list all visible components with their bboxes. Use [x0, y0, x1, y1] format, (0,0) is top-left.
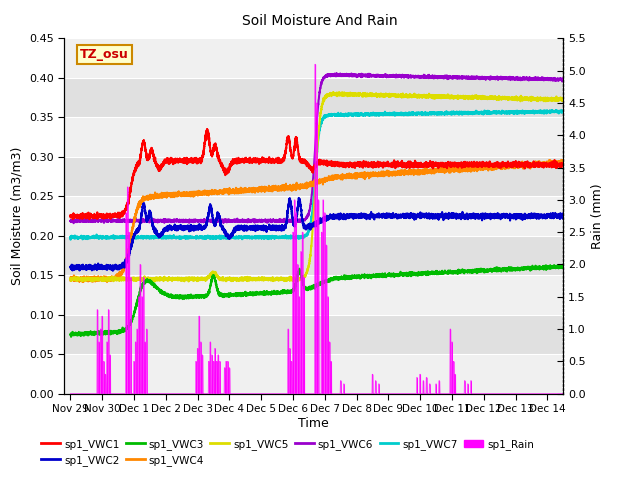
- sp1_VWC6: [435, 74, 442, 80]
- sp1_VWC1: [435, 165, 442, 171]
- Legend: sp1_VWC1, sp1_VWC2, sp1_VWC3, sp1_VWC4, sp1_VWC5, sp1_VWC6, sp1_VWC7, sp1_Rain: sp1_VWC1, sp1_VWC2, sp1_VWC3, sp1_VWC4, …: [37, 434, 538, 470]
- sp1_VWC5: [559, 96, 567, 102]
- sp1_VWC3: [472, 268, 479, 274]
- sp1_VWC2: [67, 264, 74, 269]
- sp1_VWC5: [387, 93, 395, 99]
- sp1_VWC4: [67, 277, 74, 283]
- sp1_VWC1: [559, 161, 567, 167]
- sp1_VWC2: [559, 213, 567, 219]
- Text: TZ_osu: TZ_osu: [80, 48, 129, 61]
- sp1_VWC2: [255, 224, 262, 230]
- sp1_VWC4: [559, 159, 567, 165]
- sp1_VWC6: [387, 72, 395, 78]
- sp1_VWC4: [255, 185, 262, 191]
- Bar: [64, 315, 563, 354]
- sp1_VWC7: [67, 237, 74, 242]
- sp1_VWC3: [255, 290, 262, 296]
- Line: sp1_VWC2: sp1_VWC2: [70, 198, 563, 271]
- sp1_VWC1: [387, 161, 395, 167]
- sp1_VWC6: [70, 220, 77, 226]
- sp1_VWC3: [435, 270, 442, 276]
- sp1_VWC2: [295, 195, 303, 201]
- Line: sp1_VWC7: sp1_VWC7: [70, 110, 563, 240]
- Line: sp1_VWC5: sp1_VWC5: [70, 92, 563, 281]
- sp1_VWC6: [255, 217, 262, 223]
- Line: sp1_VWC1: sp1_VWC1: [70, 129, 563, 219]
- sp1_VWC1: [156, 165, 164, 170]
- sp1_VWC2: [472, 213, 479, 218]
- sp1_VWC2: [362, 211, 370, 217]
- Bar: [64, 275, 563, 315]
- sp1_VWC1: [362, 161, 370, 167]
- sp1_VWC2: [387, 211, 395, 217]
- sp1_VWC5: [255, 274, 262, 280]
- Y-axis label: Rain (mm): Rain (mm): [591, 183, 604, 249]
- Line: sp1_VWC3: sp1_VWC3: [70, 264, 563, 337]
- sp1_VWC6: [333, 70, 340, 76]
- sp1_VWC4: [435, 168, 442, 174]
- sp1_VWC4: [156, 192, 164, 198]
- sp1_VWC3: [67, 334, 75, 340]
- sp1_VWC6: [67, 218, 74, 224]
- Text: Soil Moisture And Rain: Soil Moisture And Rain: [242, 14, 398, 28]
- sp1_VWC3: [559, 264, 567, 270]
- sp1_VWC7: [472, 111, 479, 117]
- sp1_VWC4: [387, 170, 395, 176]
- sp1_VWC7: [67, 235, 74, 240]
- sp1_VWC2: [156, 231, 164, 237]
- sp1_VWC7: [156, 235, 164, 240]
- X-axis label: Time: Time: [298, 417, 329, 430]
- sp1_VWC5: [339, 89, 346, 95]
- sp1_VWC3: [559, 262, 567, 267]
- sp1_VWC6: [156, 217, 164, 223]
- sp1_VWC7: [387, 111, 395, 117]
- Bar: [64, 38, 563, 78]
- sp1_VWC5: [362, 92, 370, 97]
- sp1_VWC4: [362, 172, 370, 178]
- sp1_VWC7: [362, 112, 370, 118]
- Line: sp1_VWC6: sp1_VWC6: [70, 73, 563, 223]
- sp1_VWC6: [559, 76, 567, 82]
- Bar: [64, 236, 563, 275]
- sp1_VWC7: [435, 111, 442, 117]
- sp1_VWC3: [387, 272, 395, 278]
- sp1_VWC2: [435, 213, 442, 218]
- sp1_VWC5: [435, 95, 442, 100]
- sp1_VWC5: [67, 276, 74, 282]
- Bar: [64, 196, 563, 236]
- sp1_VWC5: [185, 278, 193, 284]
- sp1_VWC4: [558, 157, 566, 163]
- Line: sp1_VWC4: sp1_VWC4: [70, 160, 563, 282]
- sp1_VWC7: [536, 107, 544, 113]
- Y-axis label: Soil Moisture (m3/m3): Soil Moisture (m3/m3): [10, 147, 23, 285]
- sp1_VWC6: [472, 76, 479, 82]
- Bar: [64, 78, 563, 117]
- sp1_VWC1: [86, 216, 93, 222]
- sp1_VWC2: [109, 268, 116, 274]
- sp1_VWC7: [255, 235, 262, 240]
- sp1_VWC3: [156, 288, 164, 293]
- sp1_VWC1: [472, 162, 479, 168]
- Bar: [64, 117, 563, 157]
- sp1_VWC7: [559, 109, 567, 115]
- sp1_VWC3: [67, 332, 74, 338]
- sp1_VWC4: [472, 165, 479, 171]
- sp1_VWC4: [103, 279, 111, 285]
- sp1_VWC1: [67, 213, 74, 218]
- sp1_VWC6: [362, 72, 370, 78]
- sp1_VWC5: [156, 276, 164, 281]
- sp1_VWC1: [255, 158, 262, 164]
- Bar: [64, 354, 563, 394]
- sp1_VWC5: [472, 94, 479, 100]
- Bar: [64, 157, 563, 196]
- sp1_VWC3: [362, 274, 370, 279]
- sp1_VWC1: [203, 126, 211, 132]
